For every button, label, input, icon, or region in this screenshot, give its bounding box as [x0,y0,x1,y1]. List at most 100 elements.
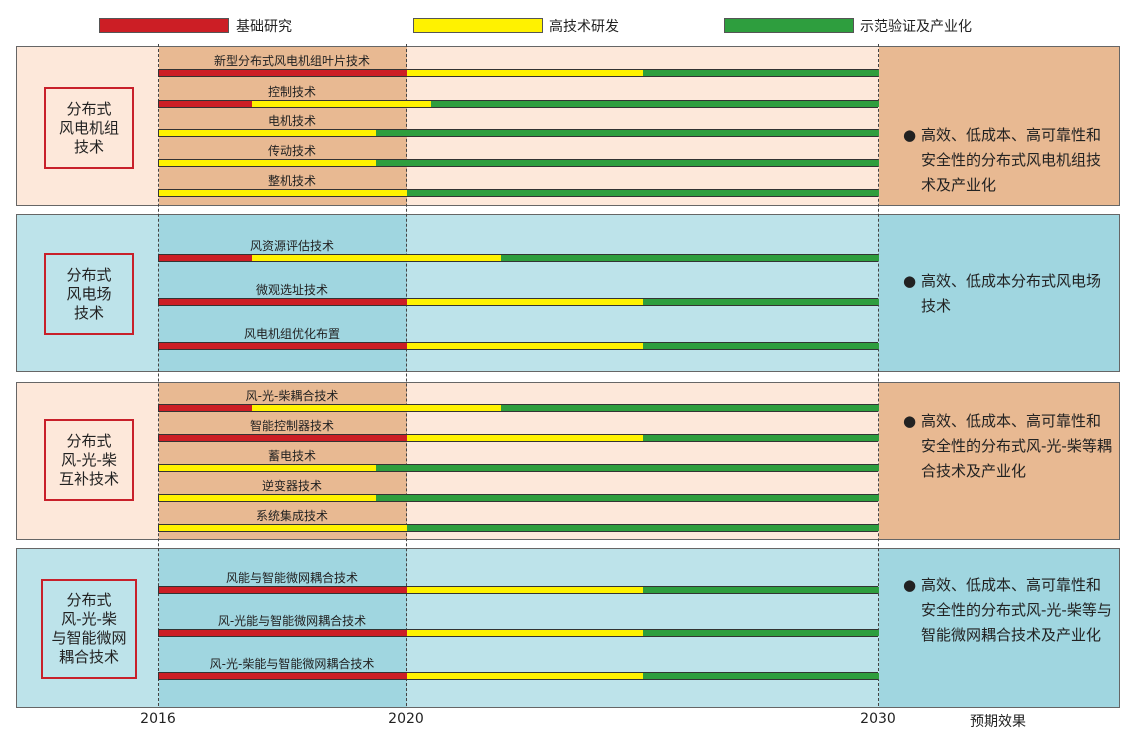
segment-rnd [407,673,643,679]
tech-timeline-bar [158,672,879,680]
tech-item-label: 蓄电技术 [267,449,317,463]
tech-item-label: 整机技术 [267,174,317,188]
segment-demo [643,299,879,305]
category-title: 分布式 风电机组 技术 [44,87,134,169]
tech-item-label: 风-光-柴耦合技术 [245,389,339,403]
shade-outcome [879,383,1119,539]
tech-item-label: 传动技术 [267,144,317,158]
tick-2030: 2030 [860,711,896,727]
segment-research [159,101,252,107]
tech-item-label: 风资源评估技术 [249,239,335,253]
outcome-text: 高效、低成本、高可靠性和安全性的分布式风-光-柴等与智能微网耦合技术及产业化 [921,576,1112,644]
tech-timeline-bar [158,342,879,350]
tech-timeline-bar [158,586,879,594]
segment-rnd [159,495,376,501]
shade-outcome [879,549,1119,707]
section-1: 分布式 风电机组 技术 ● 高效、低成本、高可靠性和安全性的分布式风电机组技术及产业… [16,46,1120,206]
segment-rnd [159,160,376,166]
tech-timeline-bar [158,464,879,472]
segment-rnd [407,630,643,636]
legend-label-research: 基础研究 [236,19,292,35]
tech-timeline-bar [158,524,879,532]
segment-research [159,435,407,441]
segment-demo [643,435,879,441]
segment-rnd [159,130,376,136]
segment-rnd [159,525,407,531]
outcome-text: 高效、低成本、高可靠性和安全性的分布式风-光-柴等耦合技术及产业化 [921,412,1112,480]
bullet-icon: ● [903,412,917,430]
segment-rnd [407,587,643,593]
tech-timeline-bar [158,254,879,262]
segment-demo [643,70,879,76]
legend-swatch-demo [724,18,854,33]
segment-demo [643,630,879,636]
tech-timeline-bar [158,129,879,137]
segment-demo [643,673,879,679]
segment-demo [407,525,879,531]
tech-timeline-bar [158,159,879,167]
segment-demo [376,160,879,166]
tick-2016: 2016 [140,711,176,727]
expected-outcome: ● 高效、低成本、高可靠性和安全性的分布式风-光-柴等与智能微网耦合技术及产业化 [903,573,1113,648]
expected-outcome: ● 高效、低成本、高可靠性和安全性的分布式风电机组技术及产业化 [903,123,1113,198]
segment-research [159,70,407,76]
segment-rnd [407,343,643,349]
bullet-icon: ● [903,126,917,144]
tech-timeline-bar [158,629,879,637]
segment-research [159,673,407,679]
segment-demo [643,587,879,593]
segment-rnd [159,465,376,471]
tech-timeline-bar [158,69,879,77]
outcome-text: 高效、低成本分布式风电场技术 [921,272,1102,315]
shade-2016-2020 [159,549,407,707]
tech-item-label: 风能与智能微网耦合技术 [225,571,359,585]
expected-outcome: ● 高效、低成本、高可靠性和安全性的分布式风-光-柴等耦合技术及产业化 [903,409,1113,484]
tech-item-label: 风-光能与智能微网耦合技术 [217,614,367,628]
tech-timeline-bar [158,434,879,442]
segment-demo [376,130,879,136]
section-4: 分布式 风-光-柴 与智能微网 耦合技术 ● 高效、低成本、高可靠性和安全性的分布式… [16,548,1120,708]
segment-demo [501,255,879,261]
tech-timeline-bar [158,298,879,306]
segment-research [159,255,252,261]
segment-rnd [407,70,643,76]
segment-research [159,405,252,411]
segment-rnd [407,435,643,441]
segment-rnd [159,190,407,196]
tech-timeline-bar [158,404,879,412]
segment-demo [643,343,879,349]
expected-outcome: ● 高效、低成本分布式风电场技术 [903,269,1113,319]
legend-swatch-rnd [413,18,543,33]
tech-timeline-bar [158,189,879,197]
tech-item-label: 系统集成技术 [255,509,329,523]
bullet-icon: ● [903,576,917,594]
segment-demo [407,190,879,196]
year-line-2016 [158,44,159,706]
tick-2020: 2020 [388,711,424,727]
segment-rnd [252,405,502,411]
segment-rnd [252,101,431,107]
segment-demo [376,495,879,501]
tech-item-label: 风-光-柴能与智能微网耦合技术 [209,657,375,671]
legend-label-demo: 示范验证及产业化 [860,19,972,35]
tech-item-label: 电机技术 [267,114,317,128]
bullet-icon: ● [903,272,917,290]
legend-label-rnd: 高技术研发 [549,19,619,35]
segment-demo [376,465,879,471]
segment-research [159,630,407,636]
segment-rnd [407,299,643,305]
segment-research [159,587,407,593]
tech-timeline-bar [158,494,879,502]
segment-research [159,343,407,349]
segment-research [159,299,407,305]
tech-item-label: 风电机组优化布置 [243,327,341,341]
tech-item-label: 新型分布式风电机组叶片技术 [213,54,371,68]
category-title: 分布式 风电场 技术 [44,253,134,335]
outcome-text: 高效、低成本、高可靠性和安全性的分布式风电机组技术及产业化 [921,126,1102,194]
segment-demo [501,405,879,411]
legend-swatch-research [99,18,229,33]
category-title: 分布式 风-光-柴 与智能微网 耦合技术 [41,579,137,679]
year-line-2020 [406,44,407,706]
tech-item-label: 智能控制器技术 [249,419,335,433]
tech-timeline-bar [158,100,879,108]
